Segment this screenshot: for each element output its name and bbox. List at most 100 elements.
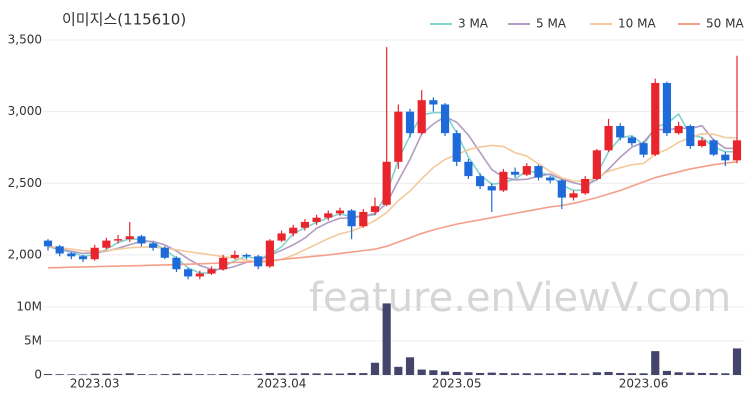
volume-bar xyxy=(90,373,99,375)
volume-bar xyxy=(569,373,578,375)
volume-bar xyxy=(277,373,286,375)
volume-bar xyxy=(534,373,543,375)
volume-bar xyxy=(230,374,239,375)
volume-bar xyxy=(709,373,718,375)
candle-body xyxy=(662,82,672,134)
candle-body xyxy=(709,140,718,155)
volume-bar xyxy=(254,373,263,375)
candle-body xyxy=(604,125,613,151)
volume-bar xyxy=(662,370,672,375)
ma-line xyxy=(47,115,737,271)
x-tick-label: 2023.04 xyxy=(257,377,307,391)
candle-body xyxy=(312,217,321,222)
candle-body xyxy=(149,243,158,248)
candle-body xyxy=(697,140,707,147)
candle-body xyxy=(382,161,391,205)
candle-body xyxy=(125,236,134,240)
legend-label: 10 MA xyxy=(618,17,656,31)
legend-label: 50 MA xyxy=(706,17,744,31)
volume-bar xyxy=(721,373,730,375)
volume-bar xyxy=(265,372,274,375)
candle-body xyxy=(487,186,496,191)
candle-body xyxy=(569,193,578,198)
volume-bar xyxy=(394,366,403,375)
x-tick-label: 2023.05 xyxy=(432,377,482,391)
volume-bar xyxy=(125,373,134,375)
volume-bar xyxy=(452,371,461,375)
candle-body xyxy=(265,240,274,267)
volume-bar xyxy=(312,373,321,375)
volume-bar xyxy=(627,373,636,375)
volume-bar xyxy=(405,357,415,375)
volume-bar xyxy=(581,373,590,375)
candle-body xyxy=(370,206,380,212)
candle-body xyxy=(616,125,625,138)
volume-bar xyxy=(207,374,216,375)
volume-bar xyxy=(440,371,450,375)
volume-bar xyxy=(592,372,601,375)
volume-bar xyxy=(417,369,426,375)
volume-bar xyxy=(242,374,251,375)
volume-bar xyxy=(300,373,310,375)
volume-bar xyxy=(487,372,496,375)
candle-body xyxy=(324,213,333,218)
volume-bar xyxy=(219,373,228,375)
candle-body xyxy=(429,100,438,105)
candle-body xyxy=(721,154,730,161)
candle-body xyxy=(394,111,403,162)
candle-body xyxy=(464,161,473,177)
volume-bar xyxy=(674,372,683,375)
candle-body xyxy=(184,269,193,277)
candle-body xyxy=(511,171,520,175)
volume-bar xyxy=(113,373,123,375)
volume-bar xyxy=(184,373,193,375)
volume-bar xyxy=(475,372,485,375)
candle-body xyxy=(102,240,111,248)
x-tick-label: 2023.03 xyxy=(70,377,120,391)
volume-bar xyxy=(616,372,625,375)
candle-body xyxy=(732,140,742,161)
volume-bar xyxy=(55,374,64,375)
volume-tick-label: 0 xyxy=(34,368,42,382)
candle-body xyxy=(113,239,123,241)
volume-bar xyxy=(289,373,298,375)
candle-body xyxy=(440,104,450,134)
ma-line xyxy=(47,160,738,269)
volume-bar xyxy=(511,373,520,375)
candle-body xyxy=(522,166,531,175)
volume-tick-label: 10M xyxy=(16,299,42,313)
candle-body xyxy=(347,210,356,227)
candle-body xyxy=(67,253,76,257)
candle-body xyxy=(627,137,636,144)
volume-bar xyxy=(359,373,368,375)
candle-body xyxy=(674,125,683,134)
legend-label: 3 MA xyxy=(458,17,489,31)
volume-bar xyxy=(464,372,473,375)
volume-bar xyxy=(686,372,695,375)
volume-tick-label: 5M xyxy=(24,333,42,347)
volume-bar xyxy=(160,374,169,375)
legend-label: 5 MA xyxy=(536,17,567,31)
candle-body xyxy=(499,171,508,191)
volume-bar xyxy=(102,373,111,375)
y-tick-label: 3,000 xyxy=(8,104,42,118)
candle-body xyxy=(277,233,286,241)
y-tick-label: 2,000 xyxy=(8,247,42,261)
candle-body xyxy=(219,257,228,270)
candle-body xyxy=(557,180,566,198)
candle-body xyxy=(335,210,345,214)
y-tick-label: 2,500 xyxy=(8,176,42,190)
candle-body xyxy=(137,236,146,244)
candle-body xyxy=(452,133,461,162)
volume-bar xyxy=(522,373,531,375)
candle-body xyxy=(172,257,181,270)
candle-body xyxy=(534,166,543,178)
volume-bar xyxy=(429,370,438,375)
x-tick-label: 2023.06 xyxy=(619,377,669,391)
volume-bar xyxy=(651,351,660,375)
candle-body xyxy=(359,211,368,227)
watermark: feature.enViewV.com xyxy=(309,275,731,321)
volume-bar xyxy=(370,362,380,375)
candle-body xyxy=(405,111,415,134)
